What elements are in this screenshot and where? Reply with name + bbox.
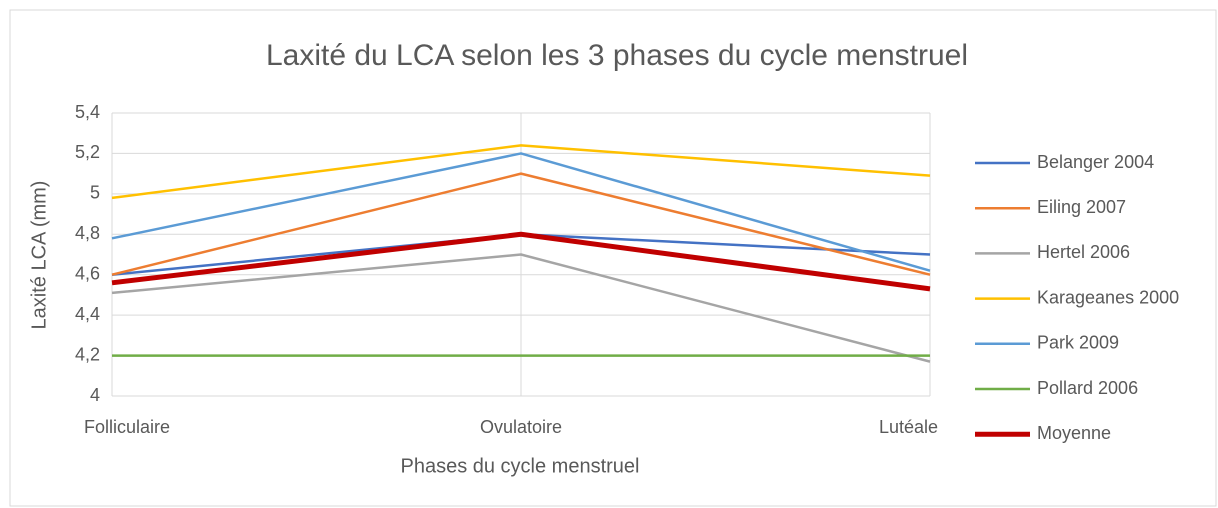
y-tick-label: 4,8 <box>75 223 100 243</box>
series-line <box>111 231 931 292</box>
y-tick-label: 4,2 <box>75 344 100 364</box>
series-line <box>111 152 931 272</box>
y-axis-label: Laxité LCA (mm) <box>28 181 50 330</box>
x-tick-label: Folliculaire <box>84 417 170 437</box>
series-line <box>111 172 931 276</box>
legend-label: Eiling 2007 <box>1037 197 1126 217</box>
legend-label: Pollard 2006 <box>1037 378 1138 398</box>
legend-label: Park 2009 <box>1037 333 1119 353</box>
y-tick-label: 5,2 <box>75 142 100 162</box>
y-tick-label: 4,4 <box>75 304 100 324</box>
y-tick-label: 4 <box>90 385 100 405</box>
chart-title: Laxité du LCA selon les 3 phases du cycl… <box>266 39 968 72</box>
x-axis-label: Phases du cycle menstruel <box>400 455 639 477</box>
legend-label: Hertel 2006 <box>1037 242 1130 262</box>
legend-label: Belanger 2004 <box>1037 152 1154 172</box>
y-tick-label: 4,6 <box>75 263 100 283</box>
x-tick-label: Ovulatoire <box>480 417 562 437</box>
legend-label: Karageanes 2000 <box>1037 287 1179 307</box>
series-line <box>111 144 931 200</box>
series-line <box>111 253 931 363</box>
x-tick-label: Lutéale <box>879 417 938 437</box>
y-tick-label: 5,4 <box>75 102 100 122</box>
legend-label: Moyenne <box>1037 423 1111 443</box>
y-tick-label: 5 <box>90 183 100 203</box>
chart-border <box>9 9 1217 507</box>
